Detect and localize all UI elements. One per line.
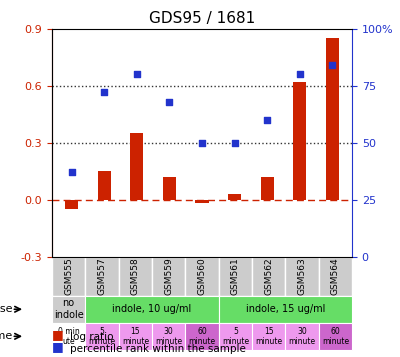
Text: log ratio: log ratio bbox=[70, 332, 114, 342]
Text: 60
minute: 60 minute bbox=[322, 327, 349, 346]
FancyBboxPatch shape bbox=[185, 323, 219, 350]
FancyBboxPatch shape bbox=[119, 323, 152, 350]
Text: 30
minute: 30 minute bbox=[288, 327, 316, 346]
Point bbox=[101, 90, 107, 95]
FancyBboxPatch shape bbox=[252, 257, 285, 296]
Text: no
indole: no indole bbox=[54, 298, 84, 320]
Point bbox=[232, 140, 238, 145]
Text: ■: ■ bbox=[52, 328, 64, 341]
FancyBboxPatch shape bbox=[52, 323, 85, 350]
Title: GDS95 / 1681: GDS95 / 1681 bbox=[149, 11, 255, 26]
Point bbox=[297, 71, 303, 77]
Text: percentile rank within the sample: percentile rank within the sample bbox=[70, 344, 246, 354]
FancyBboxPatch shape bbox=[85, 296, 219, 323]
Text: 0 min
ute: 0 min ute bbox=[58, 327, 80, 346]
Text: GSM563: GSM563 bbox=[298, 257, 306, 295]
Bar bbox=[228, 194, 241, 200]
FancyBboxPatch shape bbox=[285, 257, 319, 296]
FancyBboxPatch shape bbox=[219, 257, 252, 296]
FancyBboxPatch shape bbox=[85, 323, 119, 350]
Text: dose: dose bbox=[0, 304, 13, 314]
FancyBboxPatch shape bbox=[252, 323, 285, 350]
Text: time: time bbox=[0, 331, 13, 341]
FancyBboxPatch shape bbox=[185, 257, 219, 296]
Text: GSM559: GSM559 bbox=[164, 257, 173, 295]
Point bbox=[264, 117, 270, 122]
Point bbox=[68, 169, 75, 175]
Bar bbox=[293, 82, 306, 200]
FancyBboxPatch shape bbox=[219, 323, 252, 350]
Bar bbox=[130, 133, 143, 200]
Point bbox=[134, 71, 140, 77]
Text: GSM562: GSM562 bbox=[264, 257, 273, 295]
Bar bbox=[98, 171, 111, 200]
Bar bbox=[261, 177, 274, 200]
FancyBboxPatch shape bbox=[219, 296, 352, 323]
FancyBboxPatch shape bbox=[85, 257, 119, 296]
Text: 5
minute: 5 minute bbox=[88, 327, 116, 346]
Text: 15
minute: 15 minute bbox=[122, 327, 149, 346]
Text: indole, 10 ug/ml: indole, 10 ug/ml bbox=[112, 304, 192, 314]
Point bbox=[329, 62, 336, 68]
Text: ■: ■ bbox=[52, 341, 64, 353]
Bar bbox=[163, 177, 176, 200]
Text: 30
minute: 30 minute bbox=[155, 327, 182, 346]
Bar bbox=[65, 200, 78, 209]
Point bbox=[199, 140, 205, 145]
FancyBboxPatch shape bbox=[52, 296, 85, 323]
Text: GSM564: GSM564 bbox=[331, 257, 340, 295]
Text: 5
minute: 5 minute bbox=[222, 327, 249, 346]
FancyBboxPatch shape bbox=[52, 257, 85, 296]
Point bbox=[166, 99, 172, 104]
FancyBboxPatch shape bbox=[152, 257, 185, 296]
Text: 60
minute: 60 minute bbox=[188, 327, 216, 346]
FancyBboxPatch shape bbox=[285, 323, 319, 350]
Bar bbox=[196, 200, 208, 203]
FancyBboxPatch shape bbox=[152, 323, 185, 350]
FancyBboxPatch shape bbox=[319, 257, 352, 296]
Text: GSM557: GSM557 bbox=[98, 257, 106, 295]
Text: 15
minute: 15 minute bbox=[255, 327, 282, 346]
Text: GSM558: GSM558 bbox=[131, 257, 140, 295]
Text: GSM561: GSM561 bbox=[231, 257, 240, 295]
Text: indole, 15 ug/ml: indole, 15 ug/ml bbox=[246, 304, 325, 314]
Text: GSM560: GSM560 bbox=[198, 257, 206, 295]
FancyBboxPatch shape bbox=[119, 257, 152, 296]
Bar bbox=[326, 38, 339, 200]
Text: GSM555: GSM555 bbox=[64, 257, 73, 295]
FancyBboxPatch shape bbox=[319, 323, 352, 350]
